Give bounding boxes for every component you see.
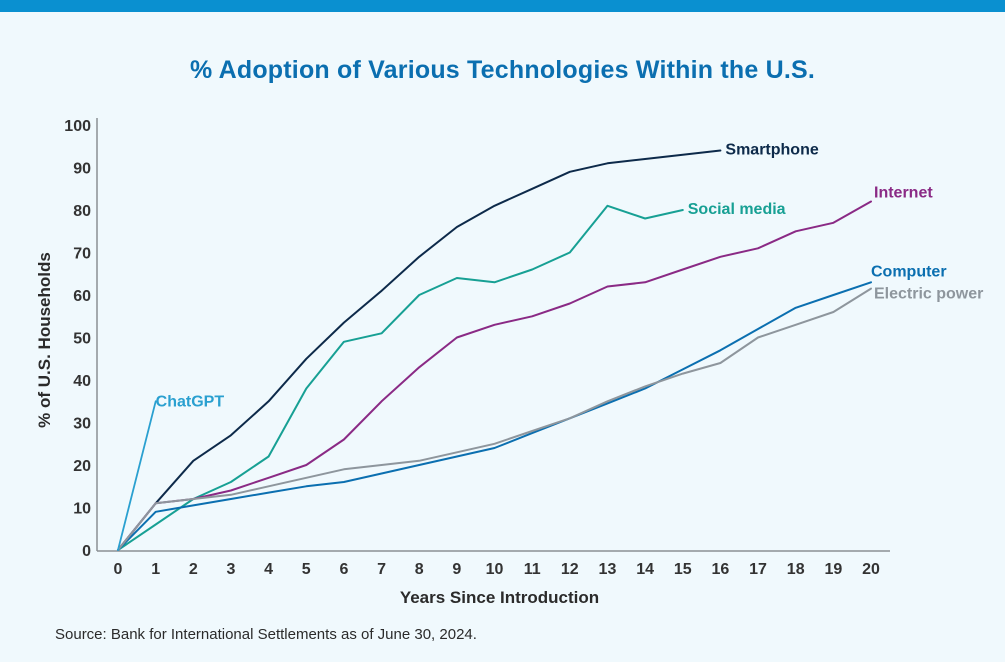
series-line-internet (117, 200, 872, 551)
x-tick-label-16: 16 (712, 561, 730, 578)
series-label-internet: Internet (874, 185, 933, 202)
x-tick-label-0: 0 (114, 561, 123, 578)
y-tick-label-90: 90 (73, 161, 91, 178)
top-accent-band (0, 0, 1005, 12)
x-tick-label-18: 18 (787, 561, 805, 578)
x-tick-label-2: 2 (189, 561, 198, 578)
x-tick-label-11: 11 (524, 561, 541, 578)
series-line-chatgpt (117, 400, 157, 551)
series-line-electric-power (117, 287, 872, 551)
x-tick-label-4: 4 (264, 561, 273, 578)
x-tick-label-3: 3 (226, 561, 235, 578)
x-tick-label-1: 1 (151, 561, 160, 578)
series-line-computer (117, 281, 872, 551)
x-tick-label-8: 8 (415, 561, 424, 578)
x-tick-label-17: 17 (749, 561, 767, 578)
y-tick-label-70: 70 (73, 246, 91, 263)
x-tick-label-19: 19 (824, 561, 842, 578)
y-axis-title: % of U.S. Households (35, 252, 54, 428)
y-tick-label-60: 60 (73, 288, 91, 305)
chart-title: % Adoption of Various Technologies Withi… (189, 56, 816, 84)
series-label-electric-power: Electric power (874, 286, 983, 303)
x-tick-label-13: 13 (599, 561, 617, 578)
x-axis-title: Years Since Introduction (400, 588, 599, 607)
series-label-computer: Computer (871, 263, 947, 280)
x-tick-label-15: 15 (674, 561, 692, 578)
series-label-smartphone: Smartphone (725, 142, 818, 159)
y-tick-label-0: 0 (82, 543, 91, 560)
y-tick-label-100: 100 (64, 118, 91, 135)
x-tick-label-10: 10 (486, 561, 504, 578)
series-label-social-media: Social media (688, 201, 786, 218)
y-tick-label-30: 30 (73, 416, 91, 433)
series-line-social-media (117, 204, 684, 551)
y-tick-label-80: 80 (73, 203, 91, 220)
x-tick-label-6: 6 (339, 561, 348, 578)
y-tick-label-50: 50 (73, 331, 91, 348)
x-tick-label-7: 7 (377, 561, 386, 578)
y-tick-label-10: 10 (73, 501, 91, 518)
source-note: Source: Bank for International Settlemen… (55, 626, 477, 643)
y-tick-label-20: 20 (73, 458, 91, 475)
x-tick-label-12: 12 (561, 561, 579, 578)
x-tick-label-14: 14 (636, 561, 654, 578)
y-tick-label-40: 40 (73, 373, 91, 390)
series-label-chatgpt: ChatGPT (156, 393, 225, 410)
series-line-smartphone (117, 149, 722, 551)
x-tick-label-9: 9 (452, 561, 461, 578)
x-tick-label-20: 20 (862, 561, 880, 578)
x-tick-label-5: 5 (302, 561, 311, 578)
